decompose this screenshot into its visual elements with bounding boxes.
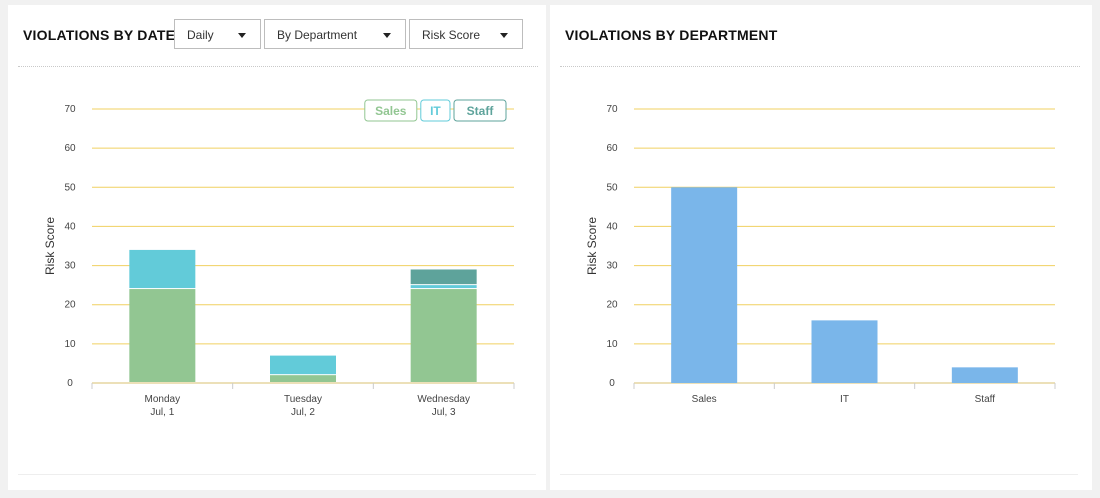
x-tick-label: Sales — [692, 394, 717, 405]
bar[interactable] — [671, 187, 738, 383]
x-tick-label: Jul, 2 — [291, 407, 315, 418]
x-tick-label: Monday — [145, 394, 181, 405]
y-tick-label: 60 — [64, 143, 76, 154]
caret-down-icon — [383, 33, 391, 38]
y-tick-label: 50 — [64, 182, 76, 193]
x-tick-label: Jul, 1 — [150, 407, 174, 418]
panel-header — [560, 5, 1080, 67]
legend-item-it[interactable]: IT — [420, 99, 451, 122]
caret-down-icon — [500, 33, 508, 38]
group-by-dropdown[interactable]: By Department — [264, 19, 406, 49]
panel-divider — [560, 474, 1078, 475]
metric-dropdown-label: Risk Score — [422, 28, 481, 42]
bar[interactable] — [951, 367, 1018, 383]
y-tick-label: 30 — [64, 261, 76, 272]
panel-title: VIOLATIONS BY DEPARTMENT — [565, 27, 778, 43]
violations-by-department-panel: VIOLATIONS BY DEPARTMENT 0 10 20 30 40 50 60 70… — [550, 5, 1092, 490]
panel-divider — [18, 474, 536, 475]
panel-header — [18, 5, 538, 67]
bar[interactable] — [811, 320, 878, 383]
y-tick-label: 70 — [606, 104, 618, 115]
bar-staff[interactable] — [410, 269, 477, 285]
bar-sales[interactable] — [129, 289, 196, 382]
legend-box — [453, 99, 507, 122]
legend-label: Staff — [467, 104, 495, 118]
y-tick-label: 30 — [606, 261, 618, 272]
bar-it[interactable] — [129, 249, 196, 289]
period-dropdown-label: Daily — [187, 28, 214, 42]
legend-item-sales[interactable]: Sales — [364, 99, 418, 122]
legend-label: IT — [430, 104, 441, 118]
x-tick-label: Jul, 3 — [432, 407, 456, 418]
metric-dropdown[interactable]: Risk Score — [409, 19, 523, 49]
bar-sales[interactable] — [410, 289, 477, 382]
bar-sales[interactable] — [270, 375, 336, 382]
y-tick-label: 50 — [606, 182, 618, 193]
y-axis-label: Risk Score — [43, 217, 57, 275]
x-tick-label: Wednesday — [417, 394, 470, 405]
y-tick-label: 0 — [67, 378, 73, 389]
y-tick-label: 10 — [606, 339, 618, 350]
period-dropdown[interactable]: Daily — [174, 19, 261, 49]
legend-box — [364, 99, 418, 122]
legend-item-staff[interactable]: Staff — [453, 99, 507, 122]
y-axis-label: Risk Score — [585, 217, 599, 275]
y-tick-label: 0 — [609, 378, 615, 389]
violations-by-date-chart: 0 10 20 30 40 50 60 70 Risk Score Monday Jul, 1 Tue… — [43, 99, 515, 418]
x-tick-label: Staff — [975, 394, 996, 405]
violations-by-date-panel: VIOLATIONS BY DATE Daily By Department R… — [8, 5, 546, 490]
x-tick-label: Tuesday — [284, 394, 322, 405]
y-tick-label: 20 — [64, 300, 76, 311]
y-tick-label: 20 — [606, 300, 618, 311]
x-tick-label: IT — [840, 394, 849, 405]
y-tick-label: 10 — [64, 339, 76, 350]
y-tick-label: 70 — [64, 104, 76, 115]
y-tick-label: 40 — [606, 221, 618, 232]
legend-label: Sales — [375, 104, 407, 118]
y-tick-label: 40 — [64, 221, 76, 232]
bar-it[interactable] — [270, 355, 336, 375]
group-by-dropdown-label: By Department — [277, 28, 358, 42]
panel-title: VIOLATIONS BY DATE — [23, 27, 176, 43]
bar-it[interactable] — [410, 285, 477, 289]
legend-box — [420, 99, 451, 122]
y-tick-label: 60 — [606, 143, 618, 154]
caret-down-icon — [238, 33, 246, 38]
violations-by-department-chart: 0 10 20 30 40 50 60 70 Risk Score Sales IT Staff — [585, 104, 1056, 405]
